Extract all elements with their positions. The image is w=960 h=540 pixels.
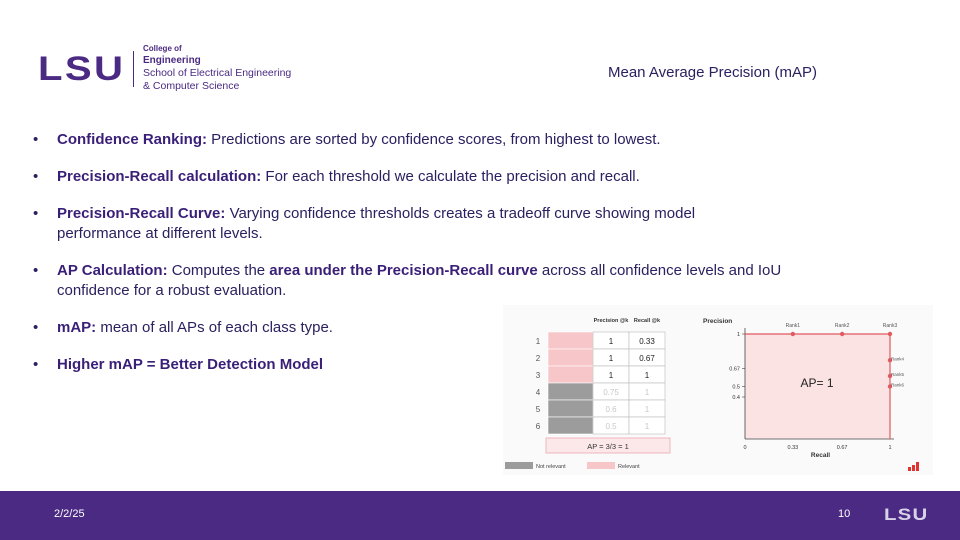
bullet-text: Computes the — [167, 262, 270, 279]
ap-result-text: AP = 3/3 = 1 — [587, 442, 629, 451]
ap-figure-svg: Precision @k Recall @k 1 1 0.33 2 1 0.67 3 1 1 4 0.7… — [505, 318, 919, 471]
table-relevance-cell — [547, 365, 594, 384]
table-recall-value: 1 — [645, 405, 650, 414]
table-recall-value: 0.67 — [639, 354, 655, 363]
legend-swatch-relevant — [587, 462, 615, 469]
pr-point — [887, 358, 893, 363]
x-tick-label: 0.33 — [787, 445, 798, 451]
chart-ap-text: AP= 1 — [800, 376, 833, 390]
rank-label-top: Rank2 — [835, 323, 850, 329]
pr-point — [887, 373, 893, 379]
bullet-text: Predictions are sorted by confidence sco… — [207, 131, 661, 148]
y-tick-label: 0.5 — [732, 385, 740, 391]
pr-point — [839, 331, 845, 337]
bullet-term: AP Calculation: — [57, 262, 168, 279]
table-precision-value: 0.5 — [605, 422, 617, 431]
bar-chart-icon-bar — [912, 465, 915, 471]
x-tick-label: 0 — [743, 445, 746, 451]
rank-label-top: Rank1 — [786, 323, 801, 329]
table-recall-value: 0.33 — [639, 337, 655, 346]
page-number: 10 — [838, 508, 851, 520]
table-rank-label: 5 — [536, 405, 541, 414]
bullet-term: Precision-Recall Curve: — [57, 205, 226, 222]
rank-label-top: Rank3 — [883, 323, 898, 329]
bullet-ap-calculation: AP Calculation: Computes the area under … — [33, 261, 847, 301]
table-recall-value: 1 — [645, 388, 650, 397]
table-precision-value: 0.6 — [605, 405, 617, 414]
legend-swatch-not-relevant — [505, 462, 533, 469]
table-precision-value: 1 — [609, 337, 614, 346]
bullet-term: mAP: — [57, 319, 97, 336]
table-relevance-cell — [547, 399, 594, 418]
table-precision-value: 0.75 — [603, 388, 619, 397]
bullet-confidence-ranking: Confidence Ranking: Predictions are sort… — [33, 130, 853, 150]
table-relevance-cell — [547, 348, 594, 367]
table-recall-value: 1 — [645, 422, 650, 431]
ap-result-box — [545, 437, 671, 454]
footer-bar: 2/2/25 10 LSU — [0, 491, 960, 540]
pr-point — [887, 384, 893, 389]
slide-title: Mean Average Precision (mAP) — [608, 64, 817, 81]
bullet-pr-calculation: Precision-Recall calculation: For each t… — [33, 167, 853, 187]
chart-y-label: Precision — [703, 318, 732, 325]
bar-chart-icon-bar — [916, 462, 919, 471]
table-relevance-cell — [547, 331, 594, 350]
table-rank-label: 2 — [536, 354, 541, 363]
bullet-text: Varying confidence thresholds creates a … — [57, 205, 696, 242]
table-col-header: Recall @k — [634, 318, 661, 324]
table-precision-value: 1 — [609, 354, 614, 363]
y-tick-label: 0.4 — [732, 395, 740, 401]
rank-label-right: Rank6 — [891, 383, 905, 388]
table-recall-cell — [628, 416, 666, 435]
chart-x-label: Recall — [811, 452, 830, 459]
rank-label-right: Rank5 — [891, 372, 905, 377]
bullet-term: Precision-Recall calculation: — [57, 168, 262, 185]
ap-figure: Precision @k Recall @k 1 1 0.33 2 1 0.67 3 1 1 4 0.7… — [503, 305, 933, 475]
bullet-term: Confidence Ranking: — [57, 131, 208, 148]
footer-lsu-logo: LSU — [884, 505, 929, 524]
precision-recall-chart: Precision 1 0.67 0.5 0.4 0 0.33 0.67 1 Recall Rank… — [703, 318, 919, 471]
bullet-pr-curve: Precision-Recall Curve: Varying confiden… — [33, 204, 762, 244]
bullet-term: Higher mAP = Better Detection Model — [57, 356, 324, 373]
y-tick-label: 0.67 — [729, 367, 740, 373]
bar-chart-icon-bar — [908, 467, 911, 471]
table-recall-value: 1 — [645, 371, 650, 380]
table-rank-label: 4 — [536, 388, 541, 397]
bullet-list: Confidence Ranking: Predictions are sort… — [33, 130, 853, 392]
footer-date: 2/2/25 — [54, 508, 85, 520]
table-col-header: Precision @k — [594, 318, 630, 324]
table-rank-label: 3 — [536, 371, 541, 380]
y-tick-label: 1 — [737, 332, 740, 338]
bullet-map: mAP: mean of all APs of each class type. — [33, 318, 853, 338]
pr-area-fill — [745, 334, 890, 439]
bullet-text-2: across all confidence levels and IoU con… — [57, 262, 782, 299]
lsu-logo-mark: LSU — [38, 49, 126, 88]
pr-point — [790, 331, 796, 337]
bar-chart-icon — [908, 462, 919, 471]
school-line-2: & Computer Science — [143, 80, 240, 92]
college-of-label: College of — [143, 44, 182, 53]
x-tick-label: 0.67 — [837, 445, 848, 451]
table-relevance-cell — [547, 416, 594, 435]
bullet-text: mean of all APs of each class type. — [96, 319, 333, 336]
precision-recall-table: Precision @k Recall @k 1 1 0.33 2 1 0.67 3 1 1 4 0.7… — [505, 318, 671, 470]
legend-label-relevant: Relevant — [618, 464, 640, 470]
legend-label-not-relevant: Not relevant — [536, 464, 566, 470]
x-tick-label: 1 — [888, 445, 891, 451]
logo-text: College of Engineering School of Electri… — [143, 44, 291, 93]
bullet-emphasis: area under the Precision-Recall curve — [269, 262, 538, 279]
table-precision-value: 1 — [609, 371, 614, 380]
bullet-higher-map: Higher mAP = Better Detection Model — [33, 355, 853, 375]
table-relevance-cell — [547, 382, 594, 401]
bullet-text: For each threshold we calculate the prec… — [261, 168, 640, 185]
rank-label-right: Rank4 — [891, 356, 905, 361]
table-rank-label: 6 — [536, 422, 541, 431]
lsu-engineering-logo: LSU College of Engineering School of Ele… — [38, 44, 291, 93]
logo-divider — [133, 50, 134, 87]
school-line-1: School of Electrical Engineering — [143, 67, 292, 79]
table-rank-label: 1 — [536, 337, 541, 346]
pr-point — [887, 331, 893, 337]
engineering-label: Engineering — [143, 55, 201, 66]
